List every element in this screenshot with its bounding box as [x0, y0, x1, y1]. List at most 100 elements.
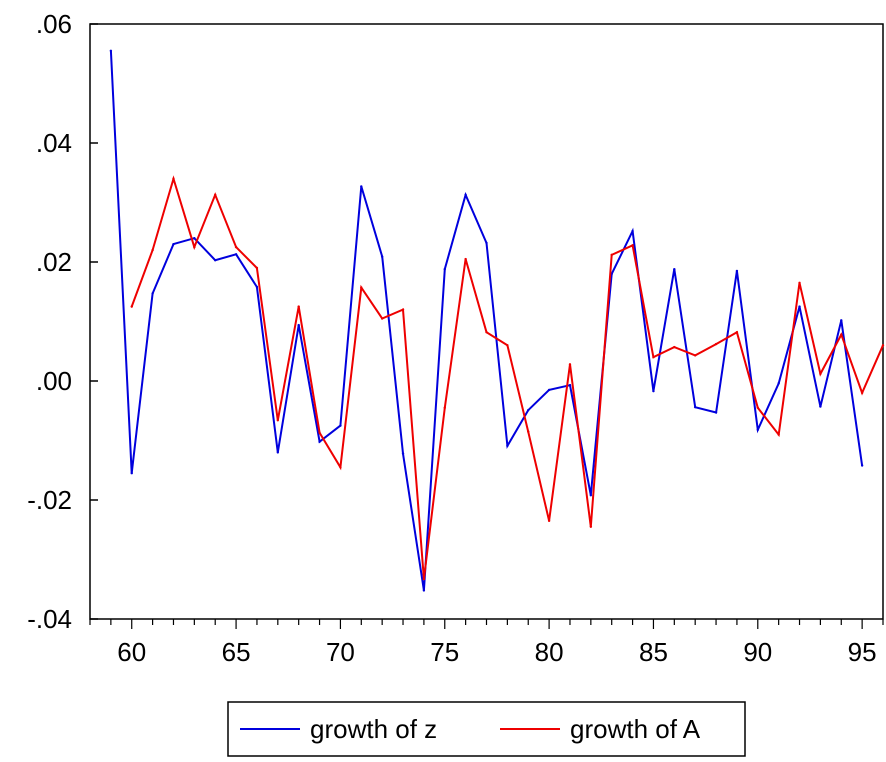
y-tick-label: -.02 — [27, 485, 72, 515]
data-point — [214, 259, 217, 262]
data-point — [881, 344, 885, 347]
data-point — [798, 305, 801, 308]
data-point — [234, 245, 238, 249]
data-point — [693, 354, 697, 357]
data-point — [380, 317, 384, 320]
data-point — [819, 372, 822, 376]
data-point — [151, 292, 154, 295]
data-point — [130, 305, 133, 308]
data-point — [193, 237, 196, 240]
data-point — [631, 244, 634, 247]
data-point — [589, 494, 593, 497]
data-point — [422, 589, 426, 592]
data-point — [860, 464, 864, 467]
x-axis: 60 65 70 75 80 85 90 95 — [89, 619, 884, 667]
x-tick-label: 60 — [117, 637, 146, 667]
data-point — [297, 323, 300, 327]
plot-area-border — [89, 23, 884, 620]
x-tick-label: 90 — [743, 637, 772, 667]
data-point — [401, 308, 405, 311]
y-tick-label: .06 — [36, 9, 72, 39]
legend-label: growth of A — [570, 714, 701, 744]
data-point — [547, 388, 551, 392]
data-point — [860, 391, 864, 395]
data-point — [297, 305, 300, 308]
data-point — [735, 331, 739, 334]
data-point — [506, 344, 509, 347]
data-point — [318, 440, 321, 443]
data-point — [589, 525, 593, 528]
data-point — [464, 257, 467, 261]
plot-frame — [89, 23, 884, 620]
data-point — [339, 424, 342, 427]
data-point — [777, 433, 780, 436]
series-line-growth-of-a — [130, 175, 884, 580]
data-point — [631, 229, 634, 233]
x-tick-label: 75 — [430, 637, 459, 667]
data-point — [527, 430, 530, 433]
data-point — [547, 519, 551, 523]
data-point — [819, 405, 822, 408]
y-tick-label: -.04 — [27, 604, 72, 634]
data-point — [652, 356, 655, 359]
y-axis: -.04 -.02 .00 .02 .04 .06 — [27, 9, 98, 634]
data-point — [506, 444, 509, 448]
y-tick-label: .04 — [36, 128, 72, 158]
legend-label: growth of z — [310, 714, 437, 744]
data-point — [485, 331, 488, 334]
data-point — [527, 408, 530, 412]
x-tick-label: 65 — [222, 637, 251, 667]
data-point — [756, 428, 759, 431]
data-point — [673, 267, 676, 271]
x-tick-label: 85 — [639, 637, 668, 667]
data-point — [109, 49, 113, 52]
x-tick-label: 95 — [848, 637, 877, 667]
data-point — [151, 248, 154, 252]
data-point — [130, 472, 133, 475]
data-point — [568, 383, 572, 387]
data-point — [756, 406, 759, 409]
data-point — [234, 253, 238, 256]
data-point — [464, 193, 467, 196]
legend-box — [227, 701, 746, 757]
data-point — [172, 177, 175, 180]
data-point — [380, 255, 384, 258]
data-point — [485, 241, 488, 245]
data-point — [339, 466, 342, 469]
data-point — [443, 406, 446, 409]
data-point — [673, 345, 676, 349]
data-point — [318, 431, 321, 434]
data-point — [652, 389, 655, 393]
data-point — [777, 382, 780, 385]
data-point — [255, 266, 259, 270]
data-point — [735, 269, 739, 273]
data-point — [840, 319, 843, 322]
y-tick-label: .02 — [36, 247, 72, 277]
data-point — [172, 242, 175, 246]
data-point — [255, 285, 259, 289]
data-point — [214, 193, 217, 196]
data-point — [422, 577, 426, 581]
data-point — [193, 245, 196, 249]
data-point — [693, 405, 697, 409]
data-point — [840, 333, 843, 336]
data-point — [276, 419, 280, 422]
data-point — [714, 411, 718, 414]
data-point — [568, 363, 572, 366]
data-point — [610, 253, 613, 257]
data-point — [443, 267, 446, 271]
x-tick-label: 80 — [535, 637, 564, 667]
y-tick-label: .00 — [36, 366, 72, 396]
data-point — [401, 452, 405, 455]
series-layer — [109, 49, 885, 592]
data-point — [276, 451, 280, 454]
x-tick-label: 70 — [326, 637, 355, 667]
data-point — [714, 342, 718, 346]
data-point — [360, 185, 363, 188]
data-point — [360, 286, 363, 289]
series-line-growth-of-z — [109, 50, 864, 591]
data-point — [798, 281, 801, 285]
legend: growth of z growth of A — [227, 701, 746, 757]
